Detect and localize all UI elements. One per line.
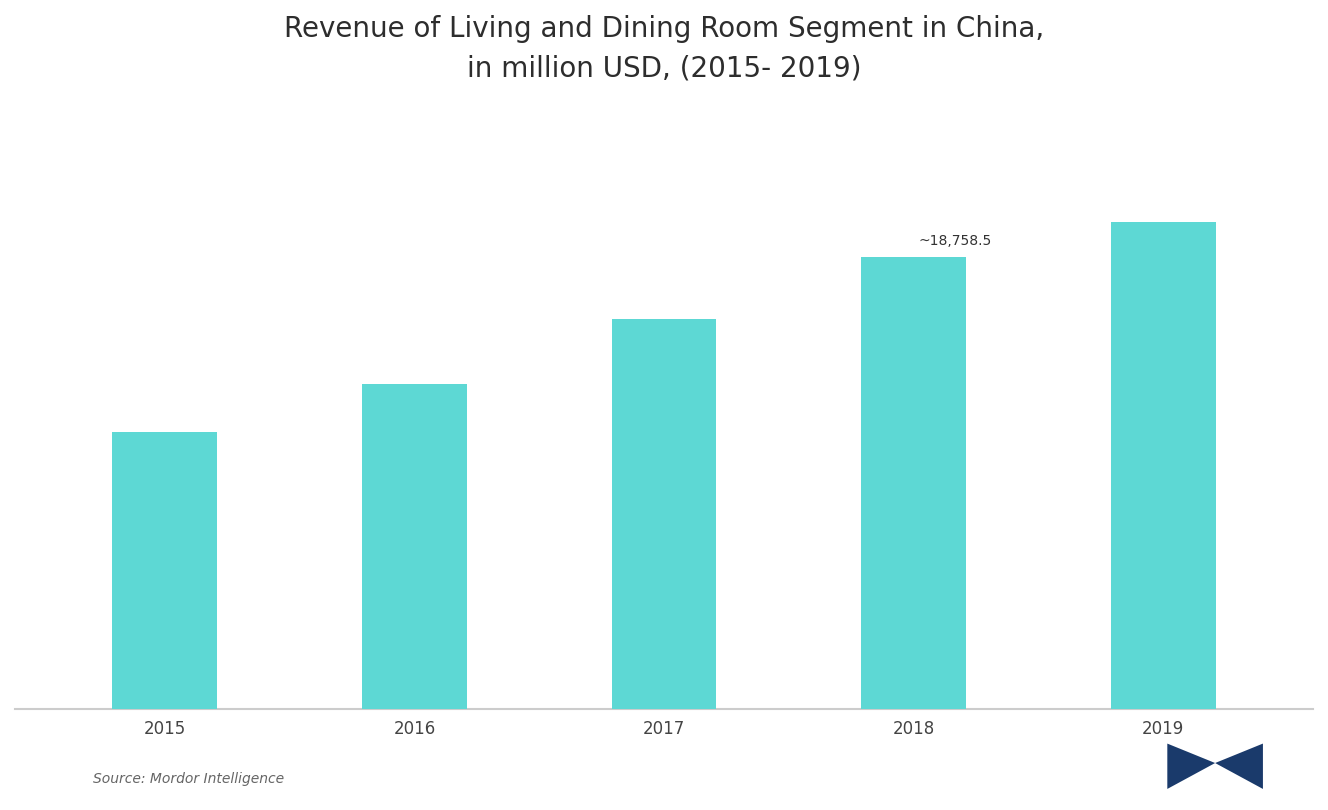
- Bar: [363, 384, 467, 710]
- Bar: [113, 432, 218, 710]
- Polygon shape: [1167, 744, 1215, 789]
- Bar: [1110, 222, 1215, 710]
- Bar: [612, 318, 716, 710]
- Text: Source: Mordor Intelligence: Source: Mordor Intelligence: [93, 772, 284, 786]
- Title: Revenue of Living and Dining Room Segment in China,
in million USD, (2015- 2019): Revenue of Living and Dining Room Segmen…: [284, 15, 1044, 82]
- Text: ~18,758.5: ~18,758.5: [919, 234, 992, 249]
- Bar: [861, 257, 965, 710]
- Polygon shape: [1215, 744, 1263, 789]
